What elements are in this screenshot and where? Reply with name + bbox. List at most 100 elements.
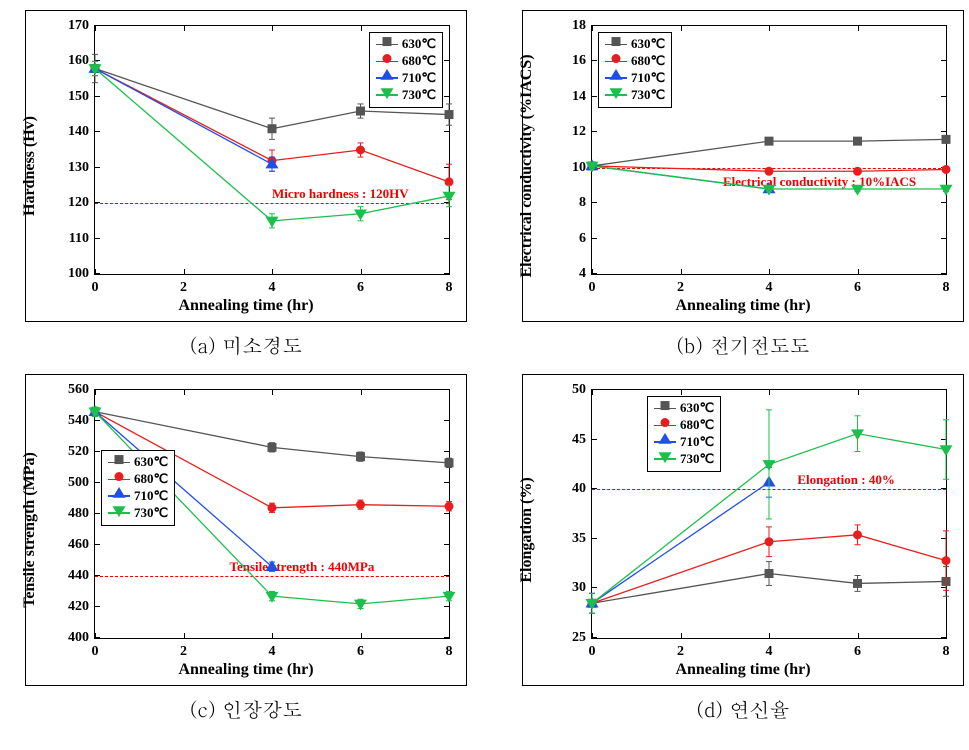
xtick: 0 — [589, 280, 596, 296]
data-point — [765, 167, 773, 175]
xlabel: Annealing time (hr) — [675, 661, 810, 679]
chart-d: Elongation (%)Annealing time (hr)2530354… — [522, 374, 964, 686]
caption: (a) 미소경도 — [190, 330, 303, 359]
xlabel: Annealing time (hr) — [178, 297, 313, 315]
ytick: 120 — [68, 195, 89, 211]
ytick: 170 — [68, 18, 89, 34]
legend-item: 630℃ — [654, 400, 714, 417]
caption: (c) 인장강도 — [190, 694, 303, 723]
ytick: 16 — [572, 53, 586, 69]
plot-area: 25303540455002468Elongation : 40%630℃680… — [591, 389, 947, 639]
data-point — [266, 214, 277, 228]
data-point — [357, 143, 365, 157]
series-line-s710 — [95, 69, 272, 165]
ytick: 500 — [68, 475, 89, 491]
legend-label: 710℃ — [631, 70, 665, 87]
data-point — [854, 525, 862, 545]
chart-c: Tensile strength (MPa)Annealing time (hr… — [25, 374, 467, 686]
data-point — [763, 410, 774, 519]
legend-label: 710℃ — [680, 434, 714, 451]
ytick: 18 — [572, 18, 586, 34]
legend-item: 710℃ — [108, 488, 168, 505]
legend-item: 630℃ — [376, 36, 436, 53]
ytick: 12 — [572, 124, 586, 140]
legend-item: 710℃ — [376, 70, 436, 87]
data-point — [942, 165, 950, 173]
xlabel: Annealing time (hr) — [178, 661, 313, 679]
data-point — [357, 104, 365, 118]
ytick: 540 — [68, 413, 89, 429]
panel-d: Elongation (%)Annealing time (hr)2530354… — [507, 374, 969, 723]
legend-item: 680℃ — [108, 471, 168, 488]
plot-area: 10011012013014015016017002468Micro hardn… — [94, 25, 450, 275]
legend-item: 730℃ — [376, 87, 436, 104]
data-point — [89, 61, 100, 75]
data-point — [854, 576, 862, 592]
ytick: 6 — [579, 231, 586, 247]
caption: (d) 연신율 — [696, 694, 789, 723]
panel-c: Tensile strength (MPa) Annealing time (hr… — [10, 374, 482, 723]
data-point — [357, 452, 365, 461]
ytick: 420 — [68, 599, 89, 615]
chart-b: Electrical conductivity (%IACS)Annealing… — [522, 10, 964, 322]
ytick: 110 — [69, 231, 89, 247]
xtick: 0 — [92, 644, 99, 660]
data-point — [852, 416, 863, 452]
data-point — [942, 135, 950, 143]
legend: 630℃680℃710℃730℃ — [647, 396, 721, 472]
xtick: 8 — [943, 644, 950, 660]
legend-label: 630℃ — [134, 454, 168, 471]
ytick: 140 — [68, 124, 89, 140]
ytick: 10 — [572, 160, 586, 176]
xtick: 6 — [854, 644, 861, 660]
legend-item: 730℃ — [605, 87, 665, 104]
data-point — [355, 207, 366, 221]
ytick: 45 — [572, 432, 586, 448]
legend-item: 730℃ — [108, 505, 168, 522]
legend-label: 630℃ — [680, 400, 714, 417]
series-line-s710 — [592, 482, 769, 603]
legend-label: 680℃ — [631, 53, 665, 70]
legend-item: 730℃ — [654, 451, 714, 468]
data-point — [586, 593, 597, 613]
xtick: 4 — [766, 644, 773, 660]
legend-item: 710℃ — [605, 70, 665, 87]
ytick: 440 — [68, 568, 89, 584]
legend-label: 680℃ — [680, 417, 714, 434]
legend-label: 680℃ — [402, 53, 436, 70]
legend-item: 630℃ — [108, 454, 168, 471]
ytick: 520 — [68, 444, 89, 460]
data-point — [765, 562, 773, 586]
legend-label: 730℃ — [631, 87, 665, 104]
legend-label: 710℃ — [134, 488, 168, 505]
ytick: 8 — [579, 195, 586, 211]
ytick: 460 — [68, 537, 89, 553]
ytick: 160 — [68, 53, 89, 69]
xtick: 2 — [677, 280, 684, 296]
data-point — [445, 458, 453, 467]
data-point — [268, 503, 276, 512]
data-point — [854, 167, 862, 175]
data-point — [940, 420, 951, 480]
series-svg — [592, 390, 946, 638]
legend-label: 680℃ — [134, 471, 168, 488]
data-point — [357, 500, 365, 509]
ylabel: Tensile strength (MPa) — [21, 452, 39, 608]
data-point — [852, 185, 863, 194]
plot-area: 40042044046048050052054056002468Tensile … — [94, 389, 450, 639]
xtick: 8 — [943, 280, 950, 296]
ytick: 480 — [68, 506, 89, 522]
panel-b: Electrical conductivity (%IACS)Annealing… — [507, 10, 969, 359]
ytick: 40 — [572, 481, 586, 497]
data-point — [355, 599, 366, 609]
ylabel: Hardness (Hv) — [21, 116, 39, 216]
data-point — [854, 137, 862, 145]
legend-item: 710℃ — [654, 434, 714, 451]
legend-item: 680℃ — [605, 53, 665, 70]
ytick: 30 — [572, 580, 586, 596]
chart-a: Hardness (Hv)Annealing time (hr)10011012… — [25, 10, 467, 322]
data-point — [445, 502, 453, 511]
data-point — [268, 118, 276, 139]
ytick: 4 — [579, 266, 586, 282]
xlabel: Annealing time (hr) — [675, 297, 810, 315]
